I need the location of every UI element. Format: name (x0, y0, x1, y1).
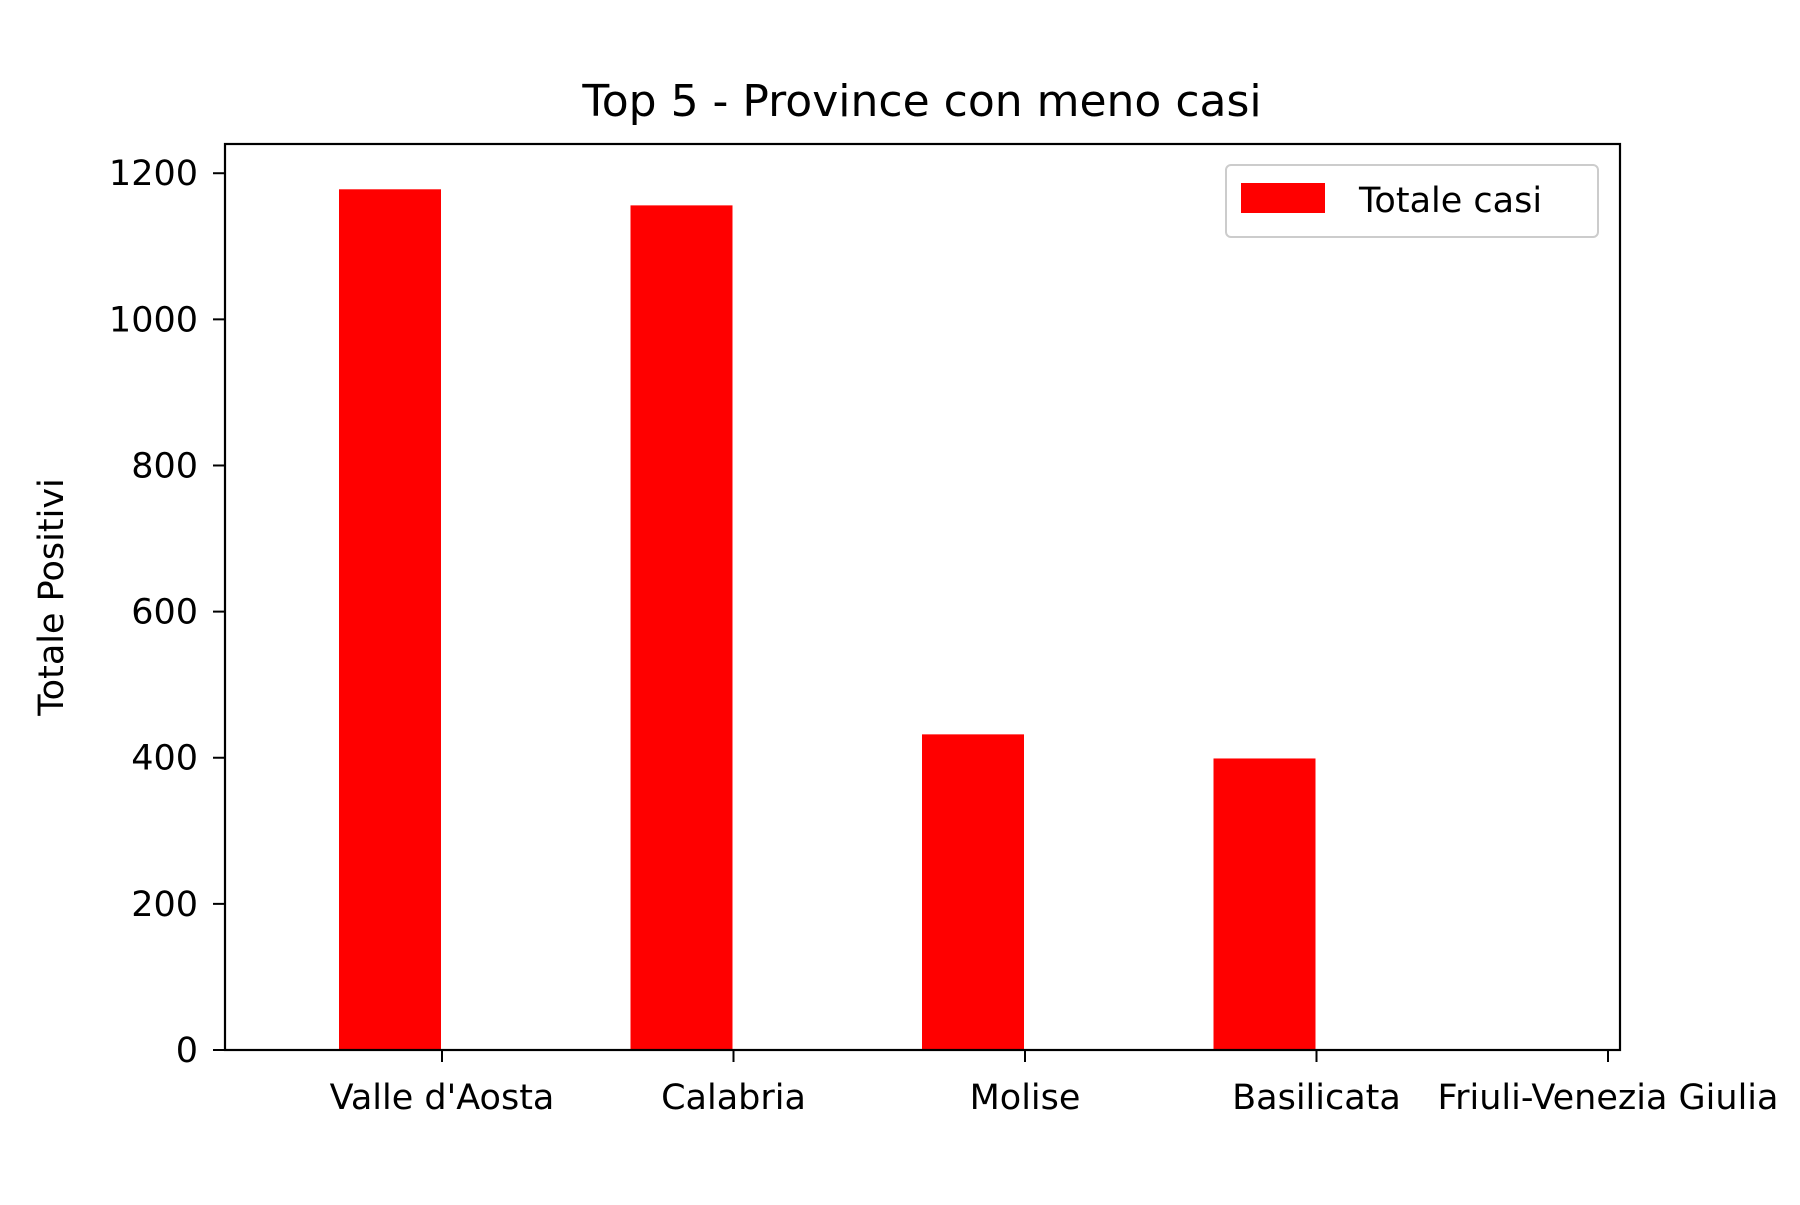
y-tick-label: 1200 (109, 154, 198, 194)
bars-layer (339, 189, 1316, 1051)
y-axis-label: Totale Positivi (32, 478, 72, 717)
legend-swatch (1241, 183, 1325, 213)
bar-valle-d-aosta (339, 189, 441, 1051)
legend: Totale casi (1225, 164, 1599, 238)
axes-layer (223, 142, 1622, 1052)
y-tick-label: 400 (131, 739, 198, 779)
chart-title: Top 5 - Province con meno casi (581, 76, 1261, 127)
x-tick-label: Friuli-Venezia Giulia (1438, 1078, 1779, 1118)
x-tick-label: Molise (970, 1078, 1081, 1118)
ticks-layer: 0 200 400 600 800 1000 1200 Valle d'Aosta Calabr… (109, 154, 1779, 1118)
x-tick-label: Valle d'Aosta (330, 1078, 555, 1118)
bar-basilicata (1213, 758, 1316, 1050)
y-tick-label: 800 (131, 446, 198, 486)
y-tick-label: 200 (131, 885, 198, 925)
bar-molise (922, 734, 1024, 1050)
plot-frame (223, 142, 1622, 1052)
x-tick-label: Basilicata (1232, 1078, 1401, 1118)
bar-calabria (630, 205, 733, 1050)
y-tick-label: 600 (131, 593, 198, 633)
legend-label: Totale casi (1358, 181, 1542, 221)
y-tick-label: 1000 (109, 300, 198, 340)
y-tick-label: 0 (176, 1031, 198, 1071)
x-tick-label: Calabria (661, 1078, 806, 1118)
